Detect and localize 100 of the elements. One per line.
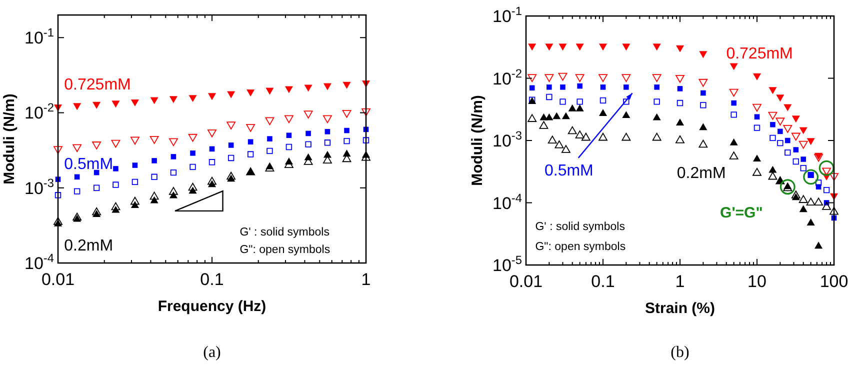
point [208,159,216,166]
point [324,140,331,146]
x-tick-label: 100 [820,272,848,291]
x-tick-label: 1 [361,270,371,289]
point [74,174,80,180]
y-tick-label: 10$^{-3}$ [24,176,54,198]
point [92,102,101,109]
point [130,196,140,205]
point [246,124,256,132]
annotation: G": open symbols [535,241,626,254]
point [362,108,370,116]
x-axis-title: Frequency (Hz) [158,298,266,315]
point [286,132,292,138]
point [111,140,120,148]
series-label: 0.2mM [64,238,114,255]
point [246,89,255,96]
point [188,134,198,142]
point [170,169,177,176]
y-tick-label: 10$^{-2}$ [24,100,54,123]
point [168,186,178,195]
x-tick-label: 0.01 [41,270,75,289]
point [132,162,138,168]
y-tick-label: 10$^{-4}$ [492,190,522,213]
point [247,151,254,158]
point [150,136,159,144]
point [111,202,120,210]
point [188,182,198,191]
point [248,139,254,144]
point [208,176,216,185]
point [93,184,100,191]
point [266,88,274,95]
point [92,207,102,216]
point [73,103,82,110]
point [92,142,102,150]
point [150,97,158,104]
point [170,154,176,160]
point [54,192,62,198]
point [342,110,352,118]
point [208,93,216,100]
point [323,83,332,90]
point [228,154,234,162]
y-tick-label: 10$^{-3}$ [492,128,522,150]
series-label: 0.725mM [726,45,793,62]
x-tick-label: 0.1 [200,270,224,289]
point [150,192,159,200]
point [151,174,158,180]
y-tick-label: 10$^{-1}$ [24,26,54,48]
point [226,122,236,130]
point [305,141,312,148]
y-tick-label: 10$^{-1}$ [492,4,522,26]
point [284,86,293,94]
x-tick-label: 0.01 [509,272,543,291]
point [266,148,273,154]
y-tick-label: 10$^{-5}$ [492,253,522,275]
y-tick-label: 10$^{-4}$ [24,251,54,273]
point [72,144,82,152]
x-tick-label: 1 [675,272,685,291]
point [324,129,330,134]
point [188,95,197,102]
point [130,136,140,145]
point [208,129,216,138]
text: (b) [670,344,690,361]
point [112,182,119,188]
point [228,142,234,148]
point [226,172,236,180]
point [286,144,292,150]
point [190,164,196,170]
point [130,99,139,106]
point [344,138,350,144]
point [284,115,294,124]
point [168,138,178,146]
point [265,117,274,126]
point [267,136,272,142]
series-label: 0.725mM [64,76,131,94]
point [342,82,351,89]
x-tick-label: 10 [748,272,766,291]
annotation: G' : solid symbols [240,226,330,239]
point [112,100,120,108]
point [113,166,118,172]
point [152,158,157,164]
point [169,96,178,104]
point [304,84,312,92]
series-label: 0.2mM [676,164,726,182]
point [344,128,350,134]
annotation: G": open symbols [240,244,330,256]
point [304,110,313,118]
series-label: 0.5mM [64,156,114,173]
x-axis-title: Strain (%) [644,300,716,317]
text: 0.5mM [544,162,594,180]
point [132,178,138,186]
point [54,146,62,154]
series-label: G'=G" [720,204,763,222]
x-tick-label: 0.1 [591,272,615,291]
y-axis-title: Moduli (N/m) [469,95,486,186]
point [227,91,236,98]
annotation: G' : solid symbols [535,221,626,234]
point [362,137,370,144]
text: (a) [203,344,221,361]
point [130,201,139,208]
y-axis-title: Moduli (N/m) [1,94,18,184]
